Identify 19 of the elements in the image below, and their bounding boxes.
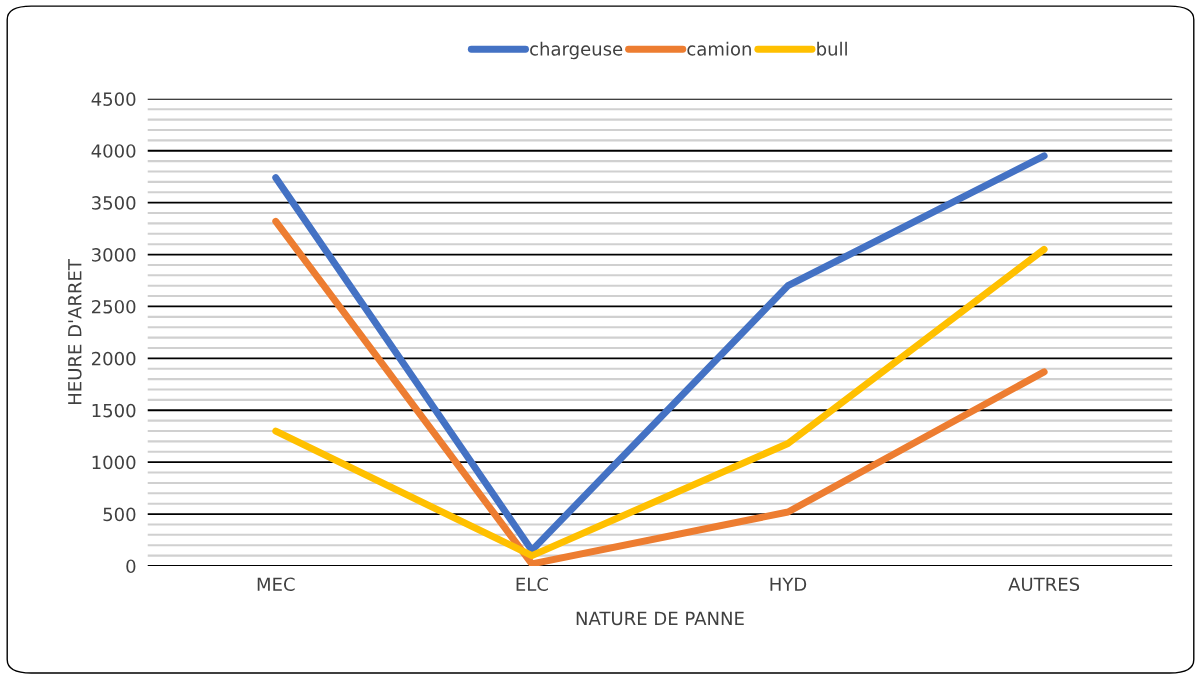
x-axis-title: NATURE DE PANNE bbox=[576, 611, 744, 626]
y-tick-label: 500 bbox=[103, 507, 136, 522]
y-tick-label: 2000 bbox=[91, 351, 136, 366]
y-tick-label: 4500 bbox=[91, 92, 136, 106]
y-tick-label: 2500 bbox=[91, 299, 136, 314]
legend-label: chargeuse bbox=[530, 41, 623, 60]
x-tick-label: HYD bbox=[770, 577, 807, 591]
y-tick-label: 3000 bbox=[92, 248, 136, 262]
legend-label: bull bbox=[817, 41, 847, 56]
x-tick-label: MEC bbox=[257, 577, 295, 592]
y-tick-label: 0 bbox=[126, 559, 136, 574]
y-tick-label: 3500 bbox=[92, 196, 136, 210]
y-tick-label: 1000 bbox=[92, 455, 136, 470]
y-axis-title: HEURE D'ARRET bbox=[68, 259, 82, 404]
y-tick-label: 1500 bbox=[92, 403, 136, 418]
y-tick-label: 4000 bbox=[91, 144, 136, 158]
legend-label: camion bbox=[687, 41, 751, 56]
x-tick-label: AUTRES bbox=[1008, 577, 1080, 592]
x-tick-label: ELC bbox=[516, 577, 548, 592]
